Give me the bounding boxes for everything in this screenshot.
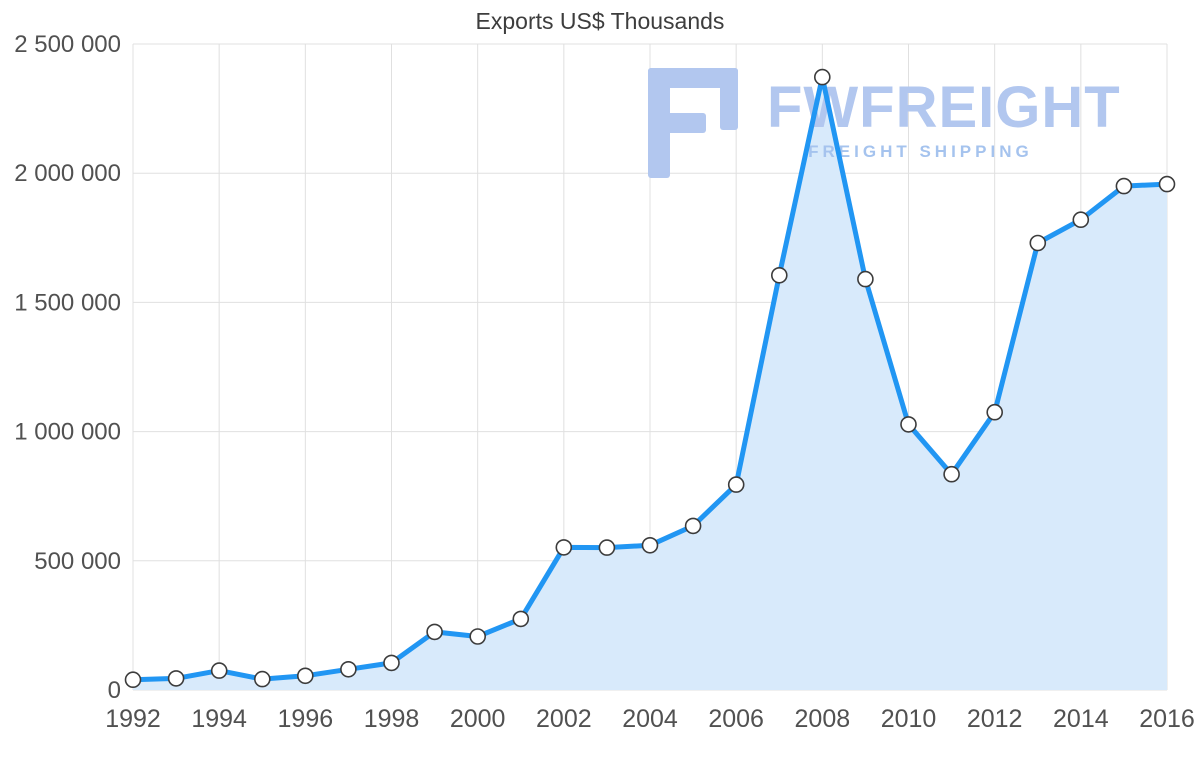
y-tick-label: 0 [108, 677, 121, 704]
data-point-marker[interactable] [124, 671, 142, 689]
x-tick-label: 2014 [1053, 705, 1109, 733]
x-tick-label: 2008 [795, 705, 851, 733]
data-point-marker[interactable] [813, 68, 831, 86]
data-point-marker[interactable] [727, 476, 745, 493]
x-tick-label: 2004 [622, 705, 678, 733]
data-point-marker[interactable] [986, 403, 1004, 421]
data-point-marker[interactable] [253, 670, 271, 688]
data-point-marker[interactable] [555, 539, 573, 556]
data-point-marker[interactable] [383, 654, 400, 672]
x-tick-label: 1996 [278, 705, 334, 733]
data-point-marker[interactable] [1158, 175, 1176, 193]
x-tick-label: 2012 [967, 705, 1023, 733]
data-point-marker[interactable] [469, 628, 487, 645]
y-tick-label: 500 000 [34, 548, 121, 575]
y-tick-label: 1 500 000 [14, 289, 121, 316]
exports-line [130, 74, 1170, 683]
y-tick-label: 1 000 000 [14, 419, 121, 446]
x-tick-label: 2006 [708, 705, 764, 733]
x-tick-label: 1994 [191, 705, 247, 733]
data-point-marker[interactable] [943, 465, 960, 483]
x-tick-label: 1998 [364, 705, 420, 733]
data-point-marker[interactable] [1115, 177, 1133, 195]
x-tick-label: 2002 [536, 705, 592, 733]
data-point-marker[interactable] [426, 623, 443, 641]
data-point-marker[interactable] [340, 660, 357, 678]
data-point-marker[interactable] [857, 270, 874, 288]
area-fill [133, 77, 1167, 691]
x-tick-label: 1992 [105, 705, 161, 733]
data-point-marker[interactable] [641, 536, 659, 554]
y-tick-label: 2 500 000 [14, 31, 121, 58]
data-point-marker[interactable] [684, 517, 702, 535]
y-tick-label: 2 000 000 [14, 160, 121, 187]
data-point-marker[interactable] [1072, 211, 1090, 228]
data-point-marker[interactable] [770, 266, 788, 284]
data-point-marker[interactable] [210, 662, 228, 679]
chart-title: Exports US$ Thousands [475, 8, 725, 34]
data-point-marker[interactable] [167, 670, 185, 687]
data-point-marker[interactable] [512, 610, 530, 628]
x-tick-label: 2016 [1139, 705, 1195, 733]
data-point-marker[interactable] [900, 416, 917, 433]
x-tick-label: 2010 [881, 705, 937, 733]
data-point-marker[interactable] [1029, 234, 1047, 252]
data-point-marker[interactable] [296, 667, 314, 685]
data-point-marker[interactable] [598, 539, 616, 556]
x-tick-label: 2000 [450, 705, 506, 733]
